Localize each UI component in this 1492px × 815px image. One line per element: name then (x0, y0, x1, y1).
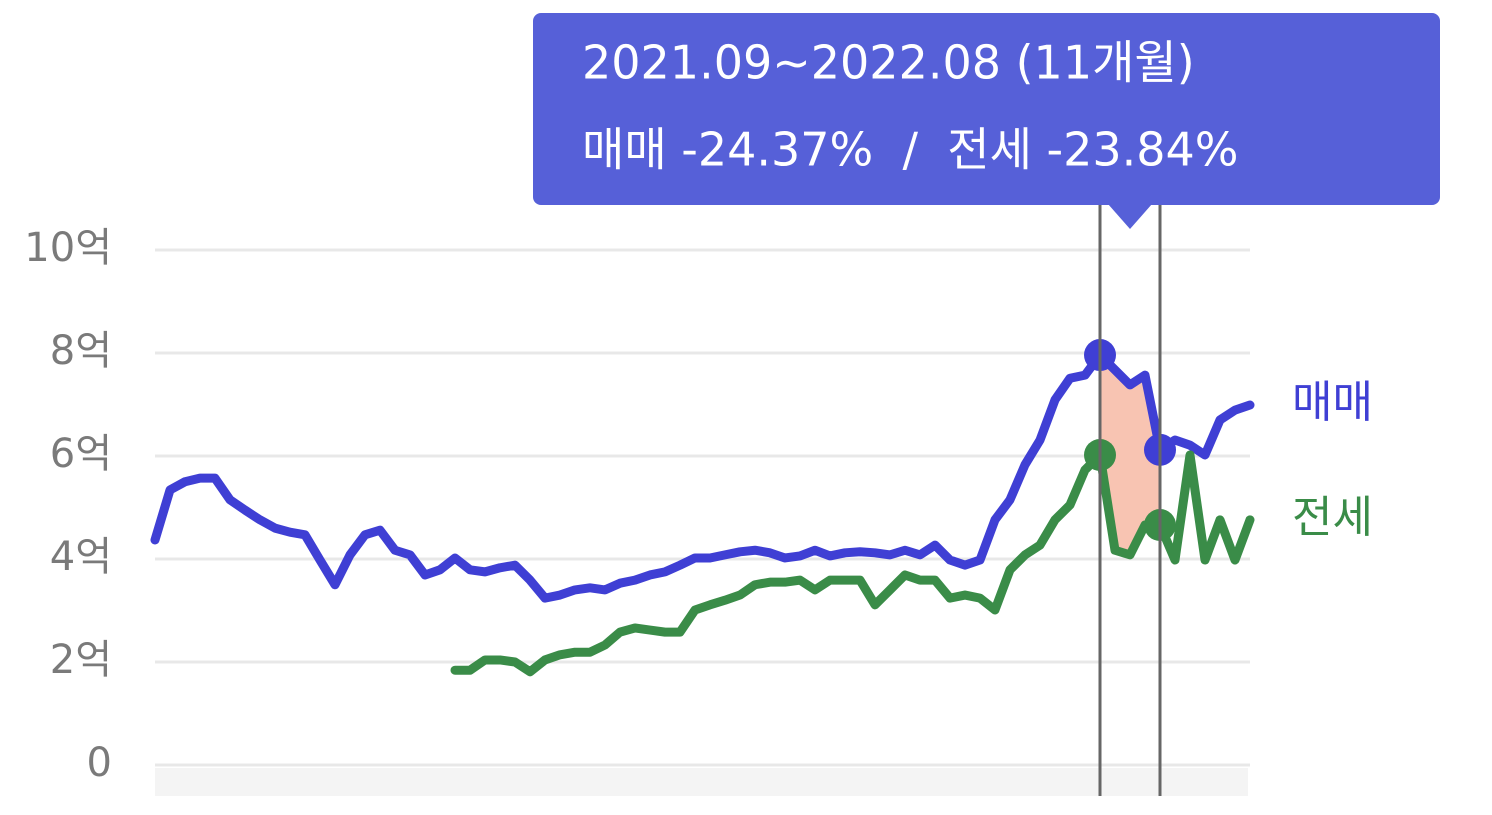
tooltip-box (533, 13, 1440, 205)
y-tick-label: 0 (87, 740, 112, 786)
tooltip-change: 매매 -24.37% / 전세 -23.84% (582, 123, 1239, 177)
y-tick-label: 10억 (24, 225, 112, 271)
series-line (150, 350, 1255, 603)
y-tick-label: 8억 (50, 328, 112, 374)
series-label: 매매 (1292, 377, 1373, 428)
series-line (450, 450, 1255, 677)
highlight-area (1100, 355, 1160, 555)
tooltip-pointer (1108, 204, 1152, 229)
tooltip-period: 2021.09~2022.08 (11개월) (582, 36, 1195, 90)
x-axis-band (155, 768, 1248, 796)
y-tick-label: 6억 (50, 431, 112, 477)
y-tick-label: 2억 (50, 637, 112, 683)
y-tick-label: 4억 (50, 534, 112, 580)
series-label: 전세 (1292, 492, 1373, 543)
